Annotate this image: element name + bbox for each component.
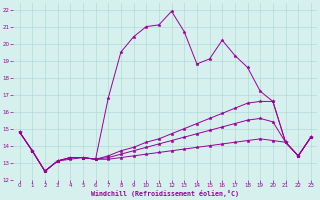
X-axis label: Windchill (Refroidissement éolien,°C): Windchill (Refroidissement éolien,°C): [91, 190, 239, 197]
